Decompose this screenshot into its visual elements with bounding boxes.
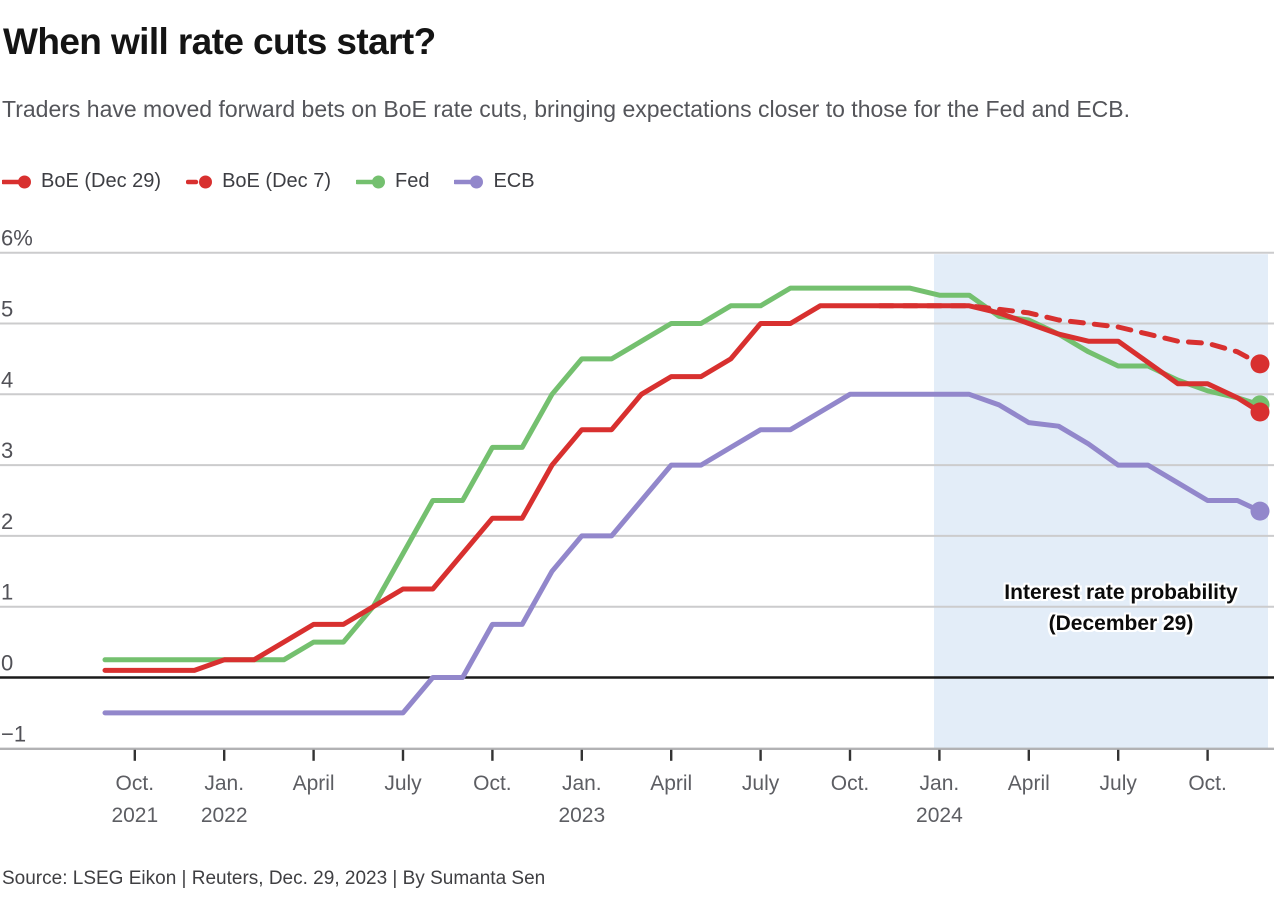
solid-line-dot-icon bbox=[454, 175, 484, 188]
page-title: When will rate cuts start? bbox=[3, 21, 436, 62]
svg-text:2022: 2022 bbox=[201, 804, 248, 827]
legend-label: Fed bbox=[395, 170, 430, 192]
legend-item-fed: Fed bbox=[356, 170, 429, 193]
svg-text:April: April bbox=[293, 772, 335, 795]
legend-item-boe-dec29: BoE (Dec 29) bbox=[2, 170, 161, 193]
svg-text:−1: −1 bbox=[1, 721, 26, 746]
svg-text:April: April bbox=[1008, 772, 1050, 795]
svg-text:Jan.: Jan. bbox=[204, 772, 244, 795]
svg-text:5: 5 bbox=[1, 297, 13, 322]
svg-text:0: 0 bbox=[1, 651, 13, 676]
forecast-annotation: Interest rate probability (December 29) bbox=[971, 577, 1271, 639]
forecast-annotation-line1: Interest rate probability bbox=[1004, 581, 1238, 604]
svg-text:July: July bbox=[742, 772, 780, 795]
svg-text:July: July bbox=[384, 772, 422, 795]
svg-text:Oct.: Oct. bbox=[116, 772, 155, 795]
chart-legend: BoE (Dec 29) BoE (Dec 7) Fed ECB bbox=[2, 170, 535, 193]
svg-text:2024: 2024 bbox=[916, 804, 963, 827]
svg-text:2: 2 bbox=[1, 509, 13, 534]
dashed-line-dot-icon bbox=[186, 175, 213, 188]
svg-text:July: July bbox=[1100, 772, 1138, 795]
legend-item-boe-dec7: BoE (Dec 7) bbox=[186, 170, 331, 193]
svg-text:Jan.: Jan. bbox=[562, 772, 602, 795]
svg-text:2023: 2023 bbox=[558, 804, 605, 827]
legend-label: BoE (Dec 7) bbox=[222, 170, 331, 192]
legend-label: BoE (Dec 29) bbox=[41, 170, 162, 192]
source-credit: Source: LSEG Eikon | Reuters, Dec. 29, 2… bbox=[2, 868, 546, 889]
legend-label: ECB bbox=[493, 170, 535, 192]
rate-chart: 6% 5 4 3 2 1 0 −1 Oct. 2021 Jan. 2022 April July Oct. J… bbox=[0, 226, 1274, 827]
solid-line-dot-icon bbox=[2, 175, 31, 188]
svg-text:Oct.: Oct. bbox=[473, 772, 512, 795]
svg-text:April: April bbox=[650, 772, 692, 795]
svg-text:1: 1 bbox=[1, 580, 13, 605]
svg-text:Jan.: Jan. bbox=[920, 772, 960, 795]
svg-text:2021: 2021 bbox=[111, 804, 158, 827]
solid-line-dot-icon bbox=[356, 175, 385, 188]
forecast-annotation-line2: (December 29) bbox=[1048, 612, 1194, 635]
svg-text:Oct.: Oct. bbox=[1188, 772, 1227, 795]
svg-text:4: 4 bbox=[1, 367, 13, 392]
legend-item-ecb: ECB bbox=[454, 170, 535, 193]
svg-text:Oct.: Oct. bbox=[831, 772, 870, 795]
chart-subtitle: Traders have moved forward bets on BoE r… bbox=[2, 96, 1131, 122]
svg-text:3: 3 bbox=[1, 438, 13, 463]
svg-text:6%: 6% bbox=[1, 226, 33, 251]
